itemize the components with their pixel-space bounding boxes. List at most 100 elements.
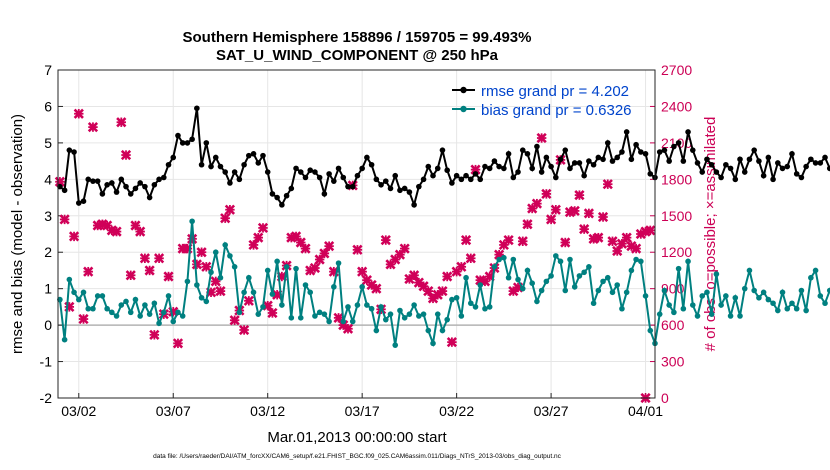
rmse-point bbox=[241, 161, 247, 168]
bias-point bbox=[548, 273, 554, 279]
bias-point bbox=[378, 304, 384, 310]
rmse-point bbox=[529, 165, 535, 172]
obs-count-marker bbox=[201, 261, 212, 272]
rmse-point bbox=[562, 147, 569, 153]
rmse-point bbox=[534, 143, 540, 150]
obs-count-marker bbox=[645, 225, 656, 236]
chart-title-line1: Southern Hemisphere 158896 / 159705 = 99… bbox=[183, 29, 532, 46]
rmse-point bbox=[770, 176, 776, 183]
bias-point bbox=[345, 304, 351, 310]
rmse-point bbox=[194, 105, 200, 112]
rmse-point bbox=[477, 176, 484, 183]
rmse-point bbox=[368, 161, 375, 168]
rmse-point bbox=[231, 169, 238, 175]
bias-point bbox=[529, 280, 535, 287]
chart-title-line2: SAT_U_WIND_COMPONENT @ 250 hPa bbox=[216, 47, 499, 64]
bias-point bbox=[387, 311, 394, 317]
obs-count-marker bbox=[153, 253, 165, 264]
bias-point bbox=[212, 249, 219, 256]
obs-count-marker bbox=[423, 285, 434, 297]
obs-count-marker bbox=[135, 226, 146, 237]
rmse-point bbox=[486, 165, 493, 172]
bias-point bbox=[680, 305, 687, 312]
bias-point bbox=[751, 287, 757, 294]
bias-point bbox=[66, 276, 73, 283]
obs-count-marker bbox=[267, 307, 278, 319]
y-right-tick-label: 1500 bbox=[661, 208, 692, 224]
obs-count-marker bbox=[527, 203, 538, 214]
rmse-point bbox=[80, 198, 87, 204]
bias-point bbox=[264, 267, 271, 274]
obs-count-marker bbox=[73, 108, 84, 119]
bias-point bbox=[567, 256, 573, 263]
rmse-point bbox=[132, 185, 139, 192]
rmse-point bbox=[543, 154, 550, 161]
obs-count-marker bbox=[550, 204, 561, 215]
bias-point bbox=[671, 309, 677, 316]
rmse-point bbox=[66, 147, 73, 153]
bias-point bbox=[132, 296, 139, 303]
rmse-point bbox=[293, 165, 299, 172]
bias-point bbox=[600, 278, 606, 285]
rmse-point bbox=[553, 174, 559, 181]
obs-count-marker bbox=[612, 245, 623, 257]
bias-point bbox=[789, 300, 795, 307]
bias-point bbox=[425, 327, 432, 334]
bias-point bbox=[595, 287, 602, 294]
rmse-point bbox=[137, 180, 143, 186]
obs-count-marker bbox=[630, 243, 642, 254]
rmse-point bbox=[633, 141, 639, 148]
rmse-point bbox=[746, 156, 753, 163]
x-tick-label: 03/17 bbox=[345, 403, 380, 419]
bias-point bbox=[340, 318, 347, 325]
rmse-point bbox=[467, 176, 474, 183]
bias-point bbox=[274, 258, 280, 265]
rmse-point bbox=[689, 147, 696, 153]
rmse-point bbox=[118, 176, 125, 183]
rmse-point bbox=[170, 154, 177, 161]
rmse-point bbox=[359, 165, 365, 172]
rmse-point bbox=[727, 165, 734, 172]
rmse-point bbox=[604, 140, 611, 146]
rmse-point bbox=[638, 149, 644, 155]
rmse-point bbox=[250, 151, 257, 157]
bias-point bbox=[453, 294, 460, 301]
obs-count-marker bbox=[196, 247, 207, 258]
obs-count-marker bbox=[257, 222, 269, 234]
obs-count-marker bbox=[187, 233, 198, 244]
rmse-point bbox=[227, 180, 233, 186]
rmse-point bbox=[699, 169, 706, 175]
rmse-point bbox=[75, 200, 82, 206]
rmse-point bbox=[331, 178, 337, 184]
rmse-point bbox=[104, 182, 110, 188]
bias-point bbox=[179, 313, 186, 319]
rmse-point bbox=[297, 169, 304, 175]
bias-point bbox=[94, 293, 101, 299]
bias-point bbox=[198, 294, 205, 301]
rmse-point bbox=[826, 165, 830, 172]
bias-point bbox=[203, 298, 210, 305]
rmse-point bbox=[694, 160, 701, 166]
x-tick-label: 03/12 bbox=[250, 403, 285, 419]
bias-point bbox=[458, 313, 465, 319]
bias-point bbox=[99, 293, 106, 299]
rmse-point bbox=[571, 160, 578, 166]
bias-point bbox=[576, 273, 583, 279]
rmse-point bbox=[364, 154, 370, 161]
legend-bias-label: bias grand pr = 0.6326 bbox=[481, 102, 632, 119]
bias-point bbox=[288, 315, 295, 321]
bias-point bbox=[227, 253, 233, 259]
rmse-point bbox=[600, 156, 606, 163]
rmse-point bbox=[203, 140, 210, 146]
y-left-tick-label: 5 bbox=[44, 135, 52, 151]
rmse-point bbox=[165, 161, 172, 168]
bias-point bbox=[675, 265, 682, 272]
rmse-point bbox=[519, 147, 526, 153]
bias-line bbox=[58, 221, 830, 348]
rmse-point bbox=[312, 169, 318, 175]
bias-point bbox=[812, 267, 819, 274]
obs-count-marker bbox=[309, 262, 321, 274]
bias-point bbox=[241, 289, 247, 296]
bias-point bbox=[826, 287, 830, 294]
